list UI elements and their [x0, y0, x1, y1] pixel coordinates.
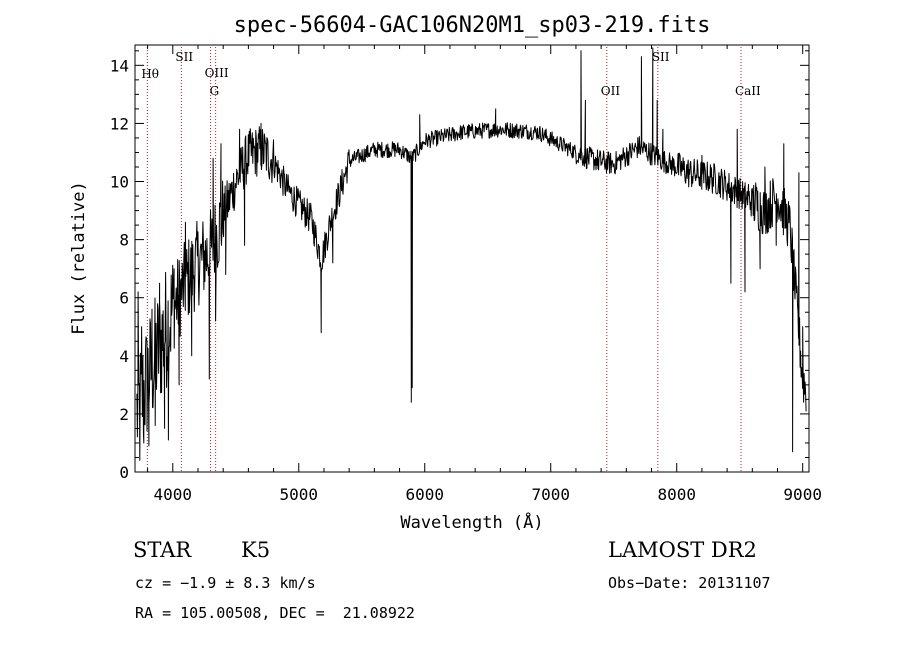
y-tick-label: 12 [110, 114, 129, 133]
y-tick-label: 4 [119, 347, 129, 366]
x-tick-label: 9000 [783, 485, 822, 504]
plot-frame [134, 44, 810, 473]
spectral-line-label: Hθ [141, 67, 159, 81]
y-axis-label: Flux (relative) [69, 181, 89, 335]
spectral-line-label: SII [652, 50, 670, 64]
x-tick-label: 4000 [154, 485, 193, 504]
y-tick-label: 14 [110, 56, 129, 75]
chart-title: spec-56604-GAC106N20M1_sp03-219.fits [234, 13, 711, 38]
y-tick-label: 2 [119, 405, 129, 424]
x-tick-label: 5000 [280, 485, 319, 504]
object-subclass: K5 [241, 538, 271, 562]
spectral-line-label: G [210, 84, 220, 98]
y-tick-label: 6 [119, 289, 129, 308]
x-axis-label: Wavelength (Å) [400, 511, 543, 533]
y-tick-label: 0 [119, 463, 129, 482]
coordinates: RA = 105.00508, DEC = 21.08922 [135, 604, 415, 622]
x-tick-label: 7000 [531, 485, 570, 504]
x-tick-label: 6000 [405, 485, 444, 504]
survey-name: LAMOST DR2 [608, 538, 757, 562]
observation-date: Obs−Date: 20131107 [608, 574, 771, 592]
spectrum-line [136, 47, 807, 461]
y-tick-label: 8 [119, 231, 129, 250]
spectral-line-label: SII [175, 50, 193, 64]
x-tick-label: 8000 [657, 485, 696, 504]
object-class: STAR [133, 538, 192, 562]
redshift-info: cz = −1.9 ± 8.3 km/s [135, 574, 316, 592]
spectral-line-label: CaII [735, 84, 761, 98]
spectral-line-markers: Hθ SII OIII G OII SII CaII [141, 47, 761, 472]
spectral-line-label: OIII [205, 66, 229, 80]
spectrum-polyline [136, 47, 807, 461]
x-axis-ticks: 4000 5000 6000 7000 8000 9000 [147, 45, 822, 504]
y-tick-label: 10 [110, 173, 129, 192]
spectral-line-label: OII [601, 84, 621, 98]
y-axis-ticks: 0 2 4 6 8 10 12 14 [110, 50, 809, 482]
